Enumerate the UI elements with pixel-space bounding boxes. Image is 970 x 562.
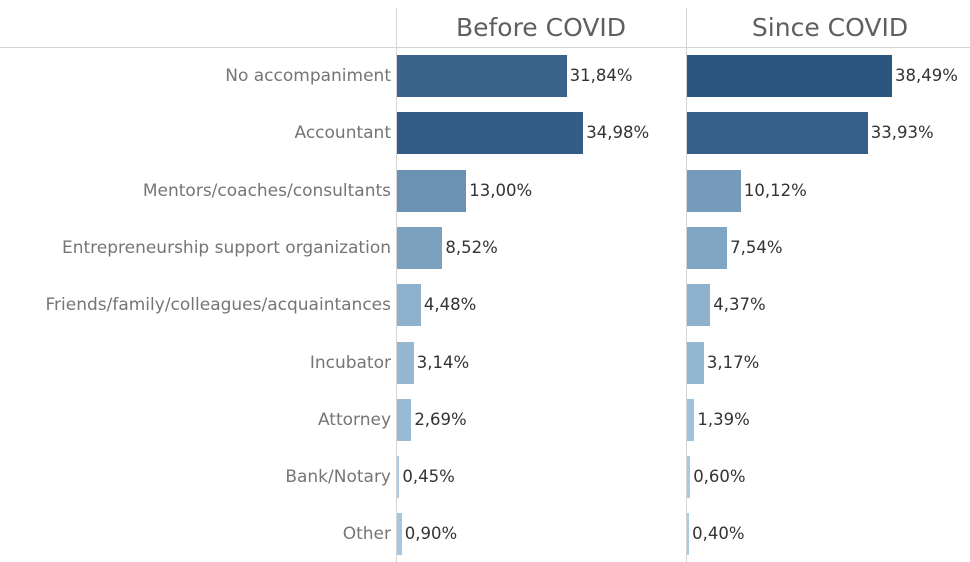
category-label: Mentors/coaches/consultants xyxy=(142,180,391,201)
value-label: 4,48% xyxy=(423,295,477,315)
value-label: 0,60% xyxy=(693,467,746,487)
bar xyxy=(687,398,695,441)
bar xyxy=(397,398,412,441)
category-label: Bank/Notary xyxy=(285,467,391,488)
value-label: 7,54% xyxy=(730,237,783,257)
panel-divider-1 xyxy=(686,8,687,562)
bar xyxy=(397,513,402,556)
value-label: 34,98% xyxy=(586,123,650,143)
bar xyxy=(397,112,584,155)
panel-title-1: Since COVID xyxy=(751,13,909,42)
bar xyxy=(687,55,892,97)
value-label: 0,40% xyxy=(692,524,745,544)
category-label: Friends/family/colleagues/acquaintances xyxy=(45,295,391,316)
bar xyxy=(397,226,443,269)
bar xyxy=(687,284,711,327)
value-label: 4,37% xyxy=(713,295,766,315)
bar xyxy=(687,226,728,269)
value-label: 38,49% xyxy=(895,66,958,85)
bar xyxy=(397,341,414,384)
value-label: 3,17% xyxy=(706,352,760,372)
bar xyxy=(397,456,400,499)
value-label: 2,69% xyxy=(414,409,467,429)
category-label: Accountant xyxy=(294,123,392,144)
bar xyxy=(687,513,690,556)
bar xyxy=(397,284,421,327)
category-label: Attorney xyxy=(317,409,391,430)
value-label: 8,52% xyxy=(445,237,498,257)
value-label: 3,14% xyxy=(416,352,470,372)
panel-divider-0 xyxy=(396,8,397,562)
value-label: 13,00% xyxy=(469,180,533,200)
value-label: 31,84% xyxy=(569,66,633,85)
bar xyxy=(397,55,567,97)
bar xyxy=(397,169,467,212)
category-label: Incubator xyxy=(309,352,391,373)
category-label: Other xyxy=(342,524,391,545)
value-label: 33,93% xyxy=(870,123,934,143)
bar xyxy=(687,341,704,384)
header-rule xyxy=(0,47,970,48)
bar xyxy=(687,456,691,499)
bar xyxy=(687,112,868,155)
value-label: 1,39% xyxy=(697,409,750,429)
panel-title-0: Before COVID xyxy=(455,13,627,42)
value-label: 0,90% xyxy=(404,524,458,544)
category-label: Entrepreneurship support organization xyxy=(61,237,391,258)
category-label: No accompaniment xyxy=(225,66,391,86)
bar xyxy=(687,169,741,212)
value-label: 10,12% xyxy=(743,180,807,200)
value-label: 0,45% xyxy=(402,467,455,487)
